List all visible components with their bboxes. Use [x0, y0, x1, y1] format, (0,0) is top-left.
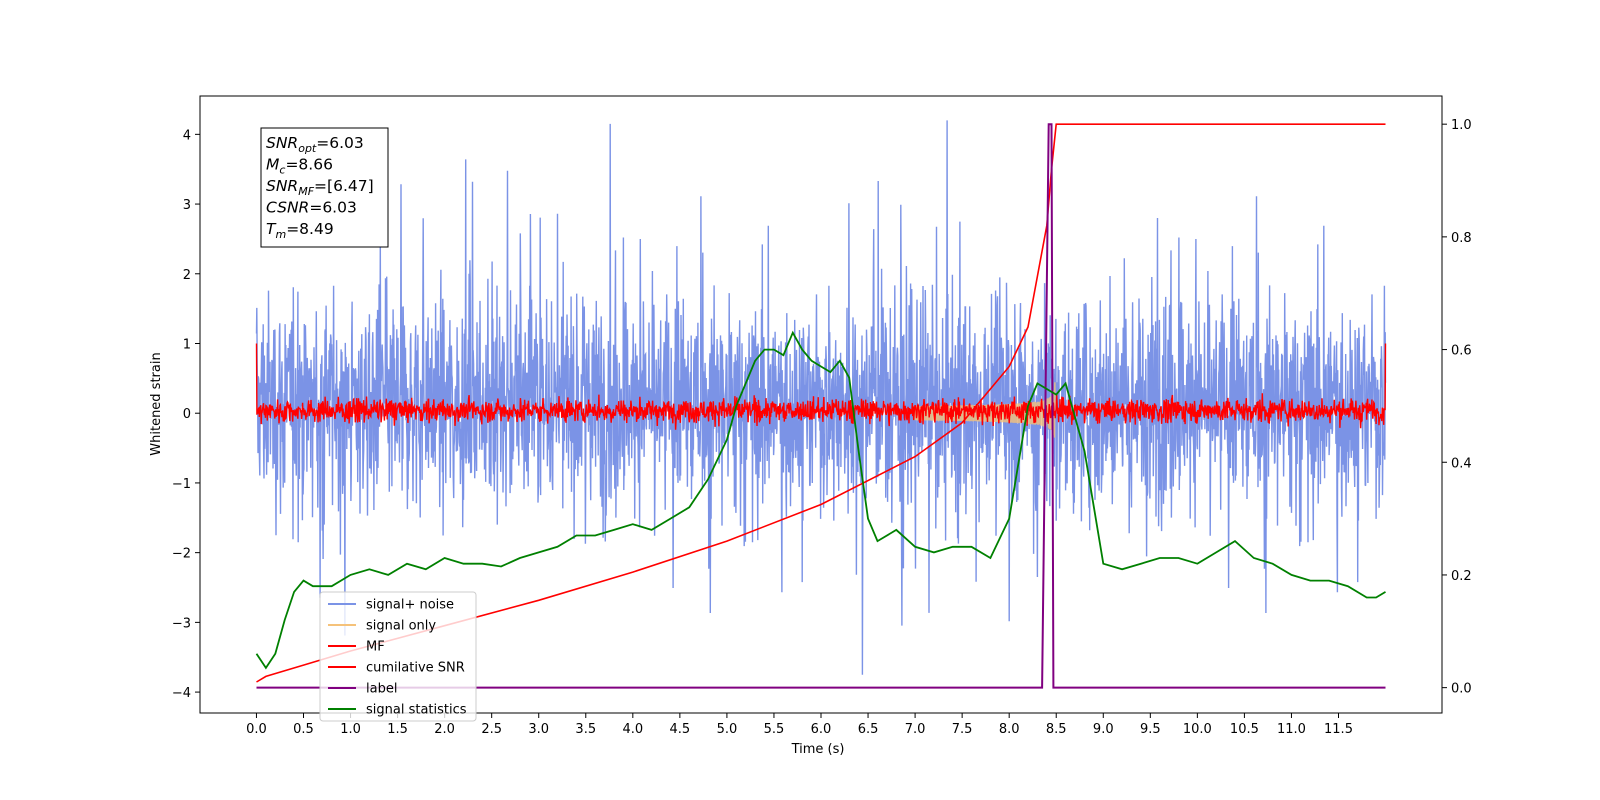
- x-tick-label: 7.0: [905, 722, 926, 737]
- right-axis-ticks: 1.0 0.8 0.6 0.4 0.2 0.0: [1442, 118, 1472, 697]
- x-tick-label: 11.5: [1324, 722, 1353, 737]
- annotation-line: Mc=8.66: [266, 156, 333, 177]
- x-tick-label: 5.5: [764, 722, 785, 737]
- annotation-box: SNRopt=6.03Mc=8.66SNRMF=[6.47]CSNR=6.03T…: [260, 127, 389, 248]
- legend-entry-label: cumilative SNR: [366, 661, 465, 676]
- annotation-subscript: opt: [298, 142, 317, 155]
- annotation-line: Tm=8.49: [266, 220, 334, 241]
- annotation-value: =[6.47]: [314, 177, 374, 195]
- legend-entry-label: signal statistics: [366, 703, 467, 718]
- y-tick-label: 2: [183, 268, 191, 283]
- x-tick-label: 7.5: [952, 722, 973, 737]
- annotation-symbol: M: [266, 156, 279, 174]
- right-tick-label: 0.0: [1451, 682, 1472, 697]
- y-tick-label: 0: [183, 407, 191, 422]
- x-tick-label: 8.0: [999, 722, 1020, 737]
- right-tick-label: 1.0: [1451, 118, 1472, 133]
- y-axis-ticks: 4 3 2 1 0 −1 −2 −3 −4: [172, 128, 200, 701]
- annotation-value: =8.49: [286, 220, 334, 238]
- x-tick-label: 4.5: [670, 722, 691, 737]
- y-axis-label: Whitened strain: [149, 352, 164, 455]
- right-tick-label: 0.8: [1451, 231, 1472, 246]
- annotation-symbol: SNR: [266, 177, 298, 195]
- annotation-symbol: CSNR: [266, 199, 309, 217]
- y-tick-label: −1: [172, 477, 191, 492]
- x-tick-label: 1.0: [340, 722, 361, 737]
- x-tick-label: 0.5: [293, 722, 314, 737]
- x-tick-label: 9.0: [1093, 722, 1114, 737]
- y-tick-label: 4: [183, 128, 191, 143]
- annotation-line: SNRMF=[6.47]: [266, 177, 374, 198]
- x-tick-label: 3.0: [528, 722, 549, 737]
- right-tick-label: 0.6: [1451, 344, 1472, 359]
- legend-frame: [319, 591, 477, 722]
- x-tick-label: 9.5: [1140, 722, 1161, 737]
- series-label: [256, 123, 1386, 689]
- x-tick-label: 5.0: [717, 722, 738, 737]
- x-tick-label: 4.0: [622, 722, 643, 737]
- series-signal-plus-noise: [255, 120, 1387, 675]
- x-tick-label: 8.5: [1046, 722, 1067, 737]
- y-tick-label: −3: [172, 616, 191, 631]
- annotation-subscript: c: [279, 164, 285, 177]
- x-tick-label: 6.5: [858, 722, 879, 737]
- x-tick-label: 3.5: [575, 722, 596, 737]
- legend-entry-label: signal only: [366, 619, 436, 634]
- legend: signal+ noise signal only MF cumilative SNR…: [319, 591, 477, 722]
- x-tick-label: 6.0: [811, 722, 832, 737]
- x-tick-label: 2.0: [434, 722, 455, 737]
- annotation-symbol: T: [266, 220, 277, 238]
- annotation-subscript: MF: [298, 185, 314, 198]
- x-tick-label: 11.0: [1277, 722, 1306, 737]
- x-tick-label: 0.0: [246, 722, 267, 737]
- y-tick-label: 3: [183, 198, 191, 213]
- right-tick-label: 0.4: [1451, 456, 1472, 471]
- annotation-value: =8.66: [285, 156, 333, 174]
- annotation-value: =6.03: [309, 199, 357, 217]
- annotation-subscript: m: [275, 228, 286, 241]
- y-tick-label: −4: [172, 686, 191, 701]
- x-axis-ticks: 0.0 0.5 1.0 1.5 2.0 2.5 3.0 3.5 4.0 4.5 5.0 5.5 6.0 6…: [246, 713, 1353, 737]
- legend-entry-label: label: [366, 682, 397, 697]
- annotation-symbol: SNR: [266, 134, 298, 152]
- annotation-line: CSNR=6.03: [266, 199, 357, 217]
- x-axis-label: Time (s): [791, 742, 845, 757]
- y-tick-label: 1: [183, 337, 191, 352]
- x-tick-label: 10.0: [1183, 722, 1212, 737]
- legend-entry-label: MF: [366, 640, 385, 655]
- annotation-line: SNRopt=6.03: [266, 134, 364, 155]
- y-tick-label: −2: [172, 547, 191, 562]
- right-tick-label: 0.2: [1451, 569, 1472, 584]
- x-tick-label: 10.5: [1230, 722, 1259, 737]
- series-signal-statistics: [255, 330, 1386, 670]
- x-tick-label: 2.5: [481, 722, 502, 737]
- series-mf: [255, 343, 1387, 430]
- annotation-frame: [260, 127, 389, 248]
- legend-entry-label: signal+ noise: [366, 598, 454, 613]
- annotation-value: =6.03: [316, 134, 364, 152]
- x-tick-label: 1.5: [387, 722, 408, 737]
